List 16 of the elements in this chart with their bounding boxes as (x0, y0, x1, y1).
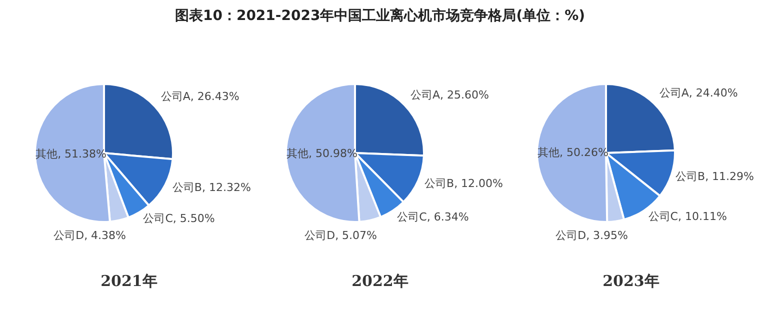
slice-label: 公司D, 3.95% (556, 228, 628, 242)
slice-label: 公司D, 4.38% (54, 228, 126, 242)
slice-label: 公司B, 12.32% (172, 181, 251, 194)
slice-label: 公司D, 5.07% (304, 228, 378, 242)
slice-label: 公司B, 11.29% (676, 170, 754, 183)
slice-label: 公司A, 26.43% (160, 90, 240, 103)
slice-label: 公司A, 25.60% (410, 88, 489, 102)
slice-label: 公司C, 10.11% (648, 210, 727, 224)
text: 2021年 (100, 272, 158, 291)
slice-label: 公司B, 12.00% (424, 176, 503, 190)
text: 图表10：2021-2023年中国工业离心机市场竞争格局(单位：%) (174, 6, 586, 26)
text: 2023年 (602, 272, 660, 291)
text: 2022年 (350, 272, 410, 291)
slice-label: 公司C, 6.34% (397, 210, 469, 224)
slice-label: 公司A, 24.40% (659, 86, 738, 100)
slice-label: 公司C, 5.50% (143, 212, 215, 226)
